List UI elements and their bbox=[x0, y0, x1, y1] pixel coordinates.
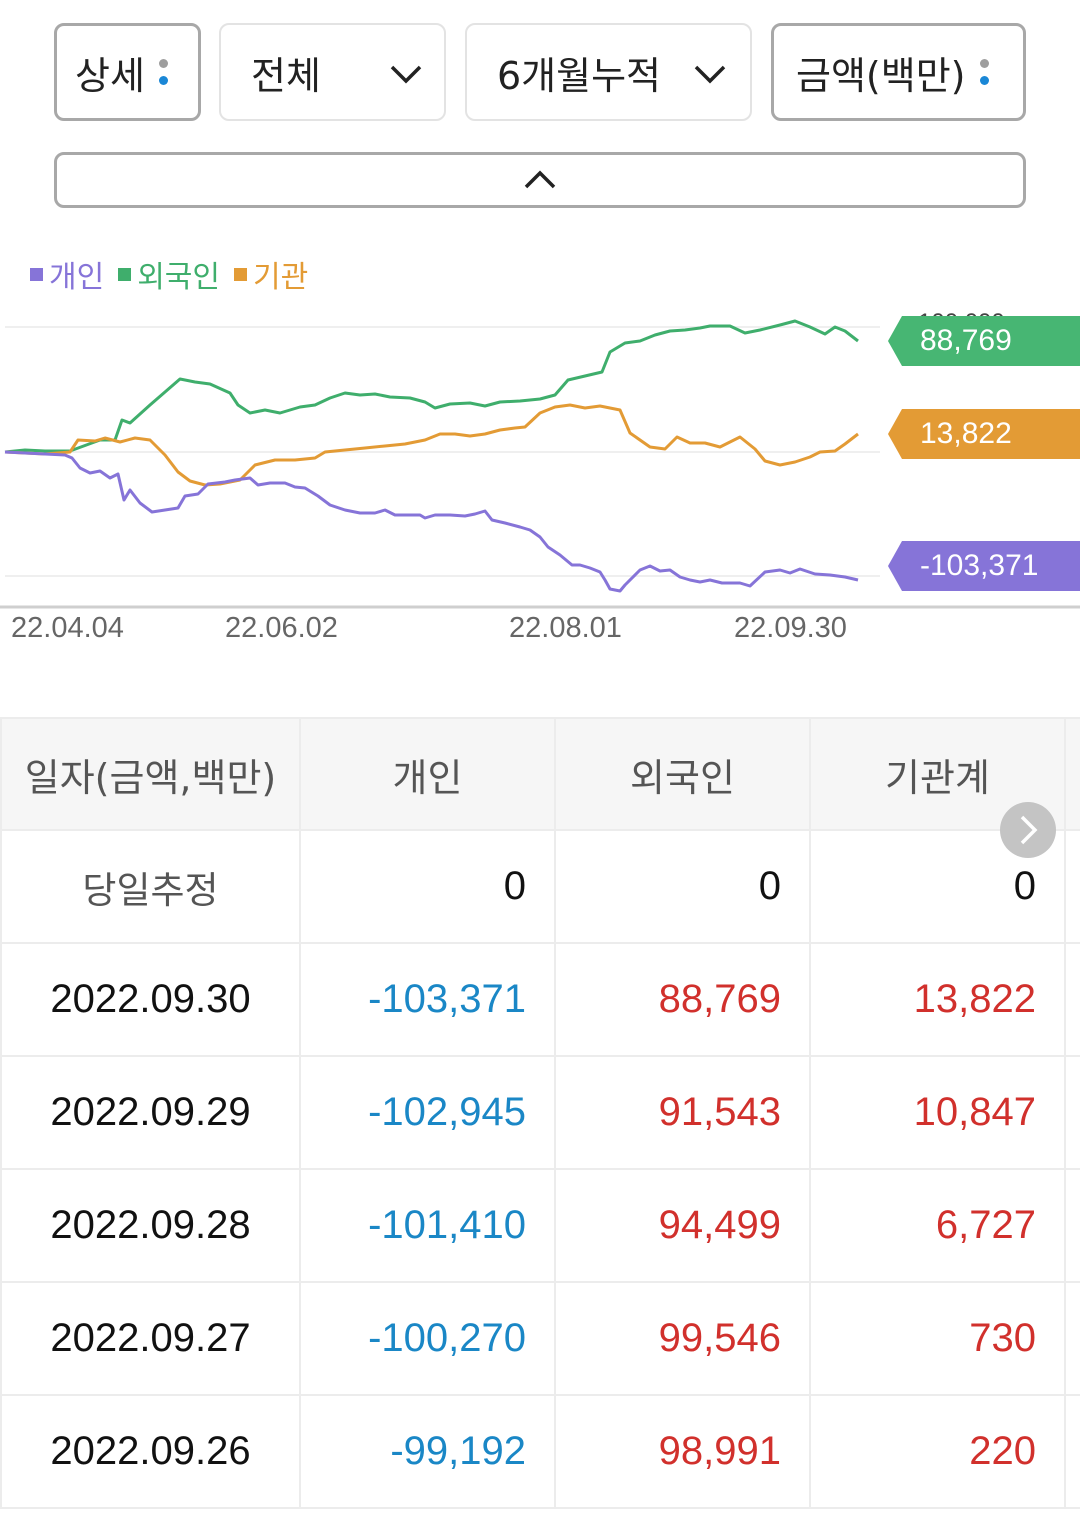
foreign-tag-value: 88,769 bbox=[920, 324, 1012, 357]
detail-label: 상세 bbox=[75, 53, 145, 98]
chevron-right-icon bbox=[1020, 815, 1038, 845]
series-institution-line bbox=[4, 403, 859, 487]
table-row: 2022.09.27 -100,270 99,546 730 bbox=[0, 1281, 1080, 1396]
series-foreign-line bbox=[4, 319, 859, 454]
cell-date: 2022.09.30 bbox=[0, 942, 301, 1057]
x-tick-label: 22.06.02 bbox=[225, 612, 338, 644]
legend-swatch-icon bbox=[30, 267, 43, 281]
foreign-value-tag: 88,769 bbox=[888, 316, 1080, 366]
legend-label: 개인 bbox=[49, 260, 105, 295]
unit-label: 금액(백만) bbox=[796, 53, 966, 98]
cell-foreign: 99,546 bbox=[554, 1281, 811, 1396]
chevron-down-icon bbox=[390, 65, 422, 84]
individual-value-tag: -103,371 bbox=[888, 541, 1080, 591]
cell-individual: -102,945 bbox=[299, 1055, 556, 1170]
cell-individual: 0 bbox=[299, 829, 556, 944]
more-dots-icon bbox=[979, 59, 989, 85]
cell-foreign: 0 bbox=[554, 829, 811, 944]
cell-individual: -100,270 bbox=[299, 1281, 556, 1396]
table-row: 2022.09.29 -102,945 91,543 10,847 bbox=[0, 1055, 1080, 1170]
x-tick-label: 22.04.04 bbox=[11, 612, 124, 644]
cell-date: 당일추정 bbox=[0, 829, 301, 944]
period-label: 6개월누적 bbox=[497, 53, 662, 98]
cell-institution: 13,822 bbox=[809, 942, 1066, 1057]
cell-individual: -101,410 bbox=[299, 1168, 556, 1283]
detail-button[interactable]: 상세 bbox=[54, 23, 201, 121]
collapse-button[interactable] bbox=[54, 152, 1026, 208]
header-overflow bbox=[1064, 717, 1080, 831]
scope-label: 전체 bbox=[251, 53, 321, 98]
table-row: 당일추정 0 0 0 bbox=[0, 829, 1080, 944]
cell-institution: 10,847 bbox=[809, 1055, 1066, 1170]
x-tick-label: 22.08.01 bbox=[509, 612, 622, 644]
legend-label: 외국인 bbox=[137, 260, 221, 295]
cell-foreign: 94,499 bbox=[554, 1168, 811, 1283]
header-date[interactable]: 일자(금액,백만) bbox=[0, 717, 301, 831]
table-row: 2022.09.30 -103,371 88,769 13,822 bbox=[0, 942, 1080, 1057]
header-foreign[interactable]: 외국인 bbox=[554, 717, 811, 831]
legend-item-individual[interactable]: 개인 bbox=[30, 252, 104, 296]
legend-label: 기관 bbox=[253, 260, 309, 295]
cell-institution: 6,727 bbox=[809, 1168, 1066, 1283]
legend-item-foreign[interactable]: 외국인 bbox=[118, 252, 220, 296]
institution-tag-value: 13,822 bbox=[920, 417, 1012, 450]
legend-item-institution[interactable]: 기관 bbox=[234, 252, 308, 296]
scope-dropdown[interactable]: 전체 bbox=[219, 23, 446, 121]
cell-date: 2022.09.26 bbox=[0, 1394, 301, 1509]
table-row: 2022.09.26 -99,192 98,991 220 bbox=[0, 1394, 1080, 1509]
legend-swatch-icon bbox=[118, 267, 132, 281]
institution-value-tag: 13,822 bbox=[888, 409, 1080, 459]
x-tick-label: 22.09.30 bbox=[734, 612, 847, 644]
cell-foreign: 91,543 bbox=[554, 1055, 811, 1170]
investor-trade-table: 일자(금액,백만) 개인 외국인 기관계 당일추정 0 0 0 2022.09.… bbox=[0, 717, 1080, 1509]
chevron-up-icon bbox=[524, 170, 556, 189]
table-header-row: 일자(금액,백만) 개인 외국인 기관계 bbox=[0, 717, 1080, 831]
more-dots-icon bbox=[158, 59, 168, 85]
cell-date: 2022.09.28 bbox=[0, 1168, 301, 1283]
table-row: 2022.09.28 -101,410 94,499 6,727 bbox=[0, 1168, 1080, 1283]
individual-tag-value: -103,371 bbox=[920, 549, 1039, 582]
cell-individual: -99,192 bbox=[299, 1394, 556, 1509]
header-individual[interactable]: 개인 bbox=[299, 717, 556, 831]
cell-institution: 220 bbox=[809, 1394, 1066, 1509]
chart-legend: 개인 외국인 기관 bbox=[30, 252, 322, 296]
cell-institution: 730 bbox=[809, 1281, 1066, 1396]
period-dropdown[interactable]: 6개월누적 bbox=[465, 23, 752, 121]
scroll-right-button[interactable] bbox=[1000, 802, 1056, 858]
legend-swatch-icon bbox=[234, 267, 248, 281]
cell-date: 2022.09.29 bbox=[0, 1055, 301, 1170]
unit-button[interactable]: 금액(백만) bbox=[771, 23, 1026, 121]
chevron-down-icon bbox=[694, 65, 726, 84]
cell-date: 2022.09.27 bbox=[0, 1281, 301, 1396]
series-individual-line bbox=[4, 450, 859, 593]
cell-foreign: 88,769 bbox=[554, 942, 811, 1057]
line-chart[interactable]: 100,000 bbox=[0, 300, 1080, 620]
cell-individual: -103,371 bbox=[299, 942, 556, 1057]
cell-foreign: 98,991 bbox=[554, 1394, 811, 1509]
